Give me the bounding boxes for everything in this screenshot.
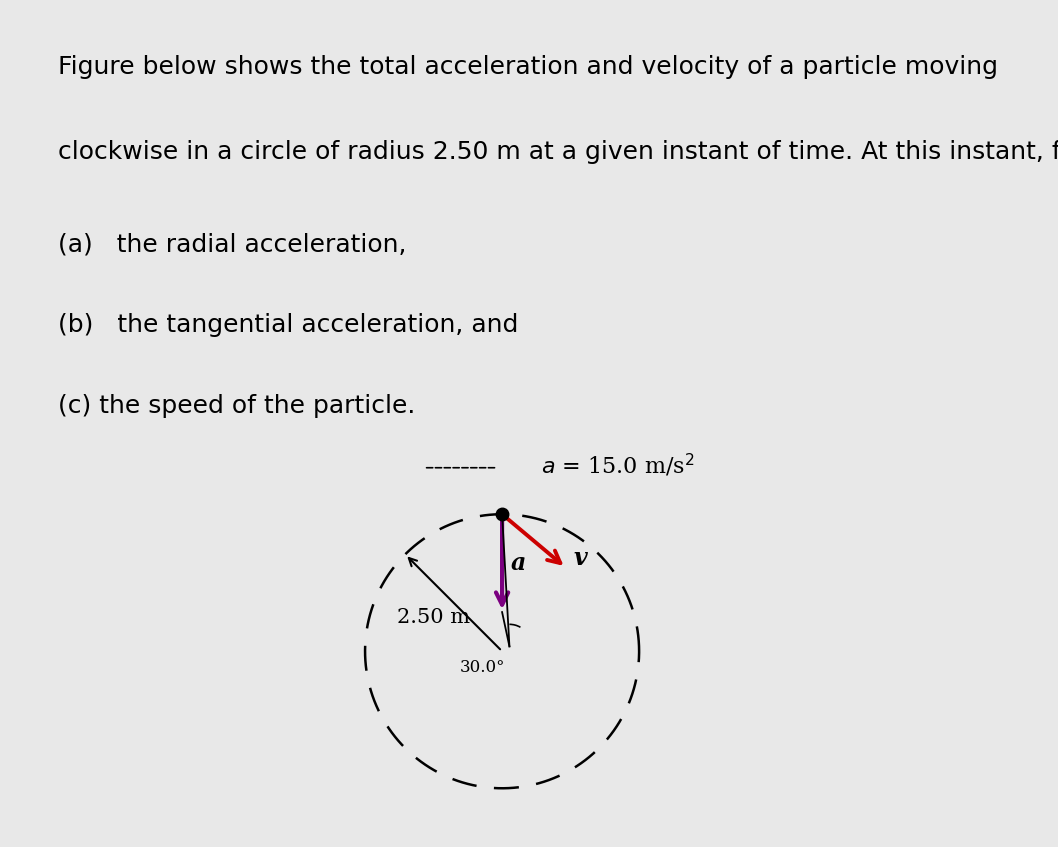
Text: v: v bbox=[573, 546, 587, 570]
Text: a: a bbox=[511, 551, 526, 575]
Text: (a)   the radial acceleration,: (a) the radial acceleration, bbox=[58, 233, 406, 257]
Text: 2.50 m: 2.50 m bbox=[398, 608, 471, 627]
Text: clockwise in a circle of radius 2.50 m at a given instant of time. At this insta: clockwise in a circle of radius 2.50 m a… bbox=[58, 140, 1058, 163]
Text: $a$ = 15.0 m/s$^2$: $a$ = 15.0 m/s$^2$ bbox=[542, 451, 695, 479]
Text: (c) the speed of the particle.: (c) the speed of the particle. bbox=[58, 394, 416, 418]
Text: (b)   the tangential acceleration, and: (b) the tangential acceleration, and bbox=[58, 313, 518, 337]
Text: 30.0°: 30.0° bbox=[460, 659, 506, 676]
Text: Figure below shows the total acceleration and velocity of a particle moving: Figure below shows the total acceleratio… bbox=[58, 55, 998, 79]
